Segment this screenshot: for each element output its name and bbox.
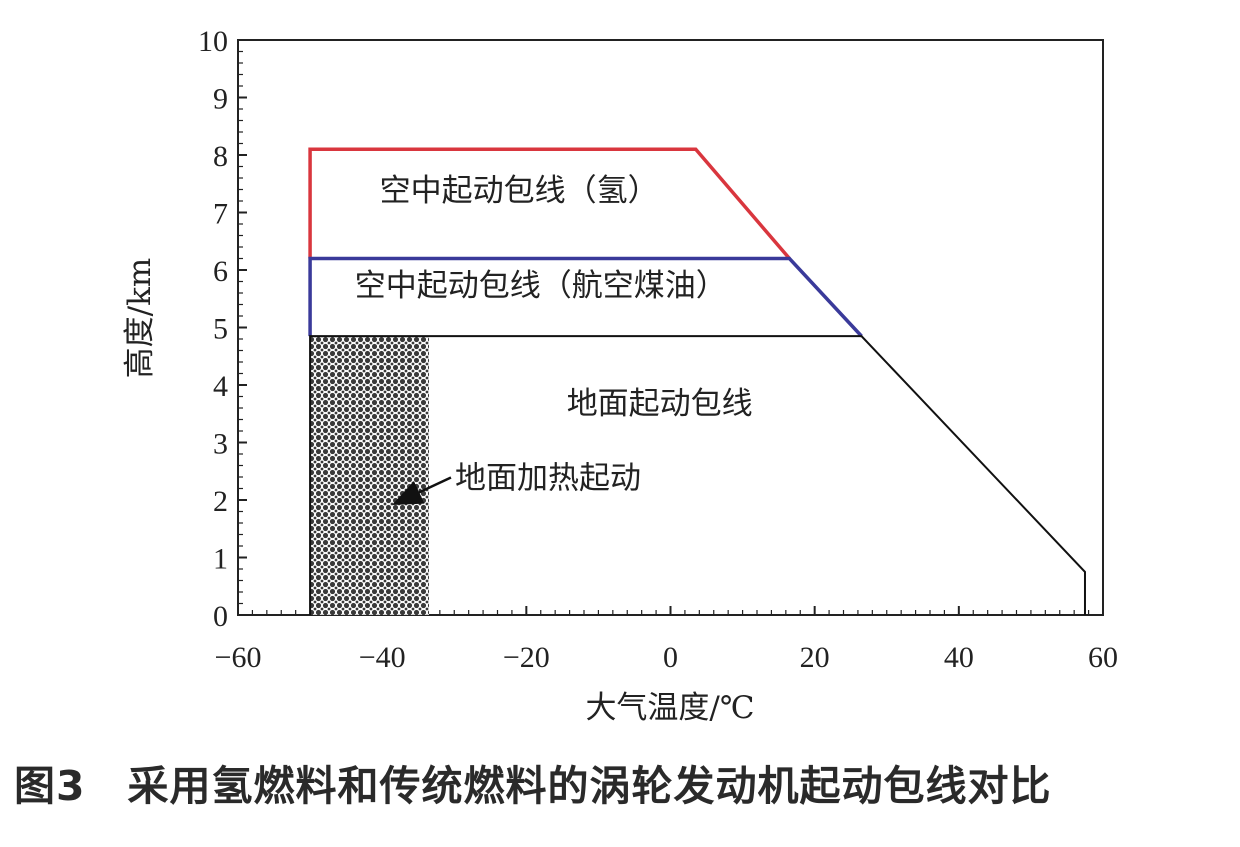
y-axis-title: 高度/km <box>122 258 158 379</box>
y-tick-label: 8 <box>213 140 228 173</box>
series-kerosene-air-start-envelope <box>308 256 863 338</box>
y-tick-label: 6 <box>213 255 228 288</box>
annotation-arrow <box>392 476 452 505</box>
x-tick-label: 20 <box>800 641 830 674</box>
series-layer <box>308 147 1086 615</box>
series-hydrogen-air-start-envelope <box>308 147 791 260</box>
label-ground-start-envelope: 地面起动包线 <box>567 386 753 422</box>
y-tick-label: 10 <box>198 25 228 58</box>
y-tick-label: 2 <box>213 485 228 518</box>
label-hydrogen-air-start-envelope: 空中起动包线（氢） <box>380 173 659 209</box>
series-ground-start-envelope <box>309 335 1086 615</box>
x-tick-label: 0 <box>663 641 678 674</box>
x-tick-label: 60 <box>1088 641 1118 674</box>
x-tick-label: −40 <box>359 641 406 674</box>
y-tick-label: 0 <box>213 600 228 633</box>
y-tick-label: 5 <box>213 313 228 346</box>
x-tick-label: 40 <box>944 641 974 674</box>
y-tick-label: 7 <box>213 198 228 231</box>
x-tick-label: −60 <box>215 641 262 674</box>
x-axis-title: 大气温度/℃ <box>585 690 754 726</box>
figure-caption: 图3 采用氢燃料和传统燃料的涡轮发动机起动包线对比 <box>14 762 1052 810</box>
y-tick-label: 3 <box>213 428 228 461</box>
axis-ticks: −60 −40 −20 0 20 40 60 0 1 2 3 4 5 6 7 8 9 10 <box>198 25 1118 674</box>
label-ground-heated-start: 地面加热起动 <box>455 461 641 497</box>
hatched-region-layer <box>310 336 430 615</box>
y-tick-label: 4 <box>213 370 228 403</box>
label-kerosene-air-start-envelope: 空中起动包线（航空煤油） <box>355 268 727 304</box>
hatched-region-ground-heated-start <box>310 336 430 615</box>
x-tick-label: −20 <box>503 641 550 674</box>
y-tick-label: 1 <box>213 543 228 576</box>
y-tick-label: 9 <box>213 83 228 116</box>
